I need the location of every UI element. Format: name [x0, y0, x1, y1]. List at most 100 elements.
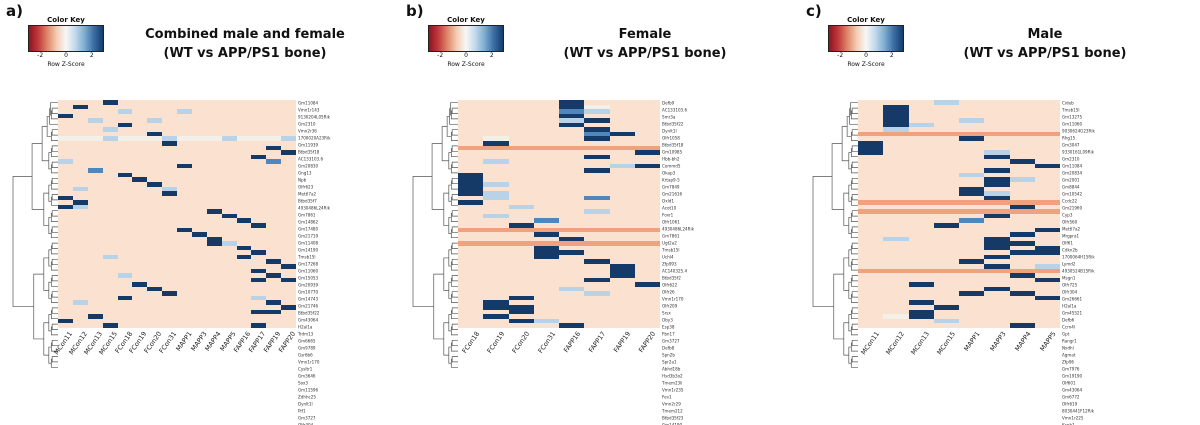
heatmap-cell: [58, 182, 73, 187]
heatmap-cell: [1009, 236, 1035, 242]
row-label: 4930524B15Rik: [1062, 269, 1095, 274]
heatmap-cell: [221, 213, 237, 219]
heatmap-cell: [858, 136, 884, 141]
heatmap-cell: [162, 168, 177, 173]
heatmap-cell: [251, 227, 267, 233]
heatmap-cell: [206, 177, 222, 182]
heatmap-cell: [206, 131, 222, 137]
heatmap-cell: [959, 291, 985, 296]
heatmap-cell: [251, 232, 267, 237]
heatmap-cell: [58, 204, 73, 210]
row-label: Uchl4: [662, 255, 674, 260]
heatmap-cell: [58, 186, 73, 192]
heatmap-cell: [162, 323, 177, 328]
heatmap-cell: [266, 200, 282, 205]
panel-letter: b): [406, 2, 424, 20]
heatmap-cell: [266, 273, 282, 278]
heatmap-cell: [132, 291, 148, 296]
heatmap-cell: [266, 254, 282, 260]
heatmap-cell: [162, 232, 177, 237]
heatmap-cell: [559, 318, 585, 324]
heatmap-cell: [147, 300, 163, 306]
column-labels: MCon11 MCon12 MCon13 MCon15 MAPP1 MAPP3 MAPP4 M…: [858, 328, 1060, 370]
heatmap-cell: [206, 300, 222, 306]
heatmap-cell: [58, 213, 73, 219]
row-label: Gm2310: [1062, 157, 1080, 162]
heatmap-cell: [483, 104, 509, 110]
heatmap-cell: [458, 286, 484, 292]
color-key-gradient: [28, 25, 104, 52]
heatmap-cell: [883, 100, 909, 105]
heatmap-cell: [533, 182, 559, 187]
heatmap-cell: [206, 113, 222, 119]
heatmap-cell: [266, 268, 282, 274]
heatmap-cell: [162, 113, 177, 119]
heatmap-cell: [483, 245, 509, 251]
heatmap-cell: [584, 131, 610, 137]
heatmap-cell: [72, 254, 88, 260]
heatmap-cell: [584, 182, 610, 187]
row-label: Defb6: [1062, 318, 1075, 323]
heatmap-cell: [102, 127, 118, 132]
heatmap-cell: [147, 245, 163, 251]
heatmap-cell: [933, 250, 959, 255]
heatmap-cell: [72, 291, 88, 296]
heatmap-cell: [87, 204, 103, 210]
heatmap-cell: [102, 232, 118, 237]
heatmap-cell: [236, 223, 252, 228]
heatmap-cell: [908, 254, 934, 260]
column-label: FCon20: [510, 329, 532, 355]
heatmap-cell: [281, 277, 296, 283]
heatmap-cell: [883, 191, 909, 196]
heatmap-cell: [634, 191, 660, 196]
heatmap-cell: [236, 150, 252, 155]
heatmap-cell: [858, 118, 884, 123]
heatmap-cell: [266, 113, 282, 119]
heatmap-cell: [858, 195, 884, 201]
heatmap-cell: [933, 254, 959, 260]
heatmap-cell: [236, 136, 252, 141]
heatmap-cell: [959, 295, 985, 301]
row-label: Gm3727: [298, 416, 316, 421]
heatmap-cell: [236, 204, 252, 210]
heatmap-cell: [1034, 232, 1060, 237]
heatmap-cell: [908, 154, 934, 160]
heatmap-cell: [177, 109, 192, 114]
row-label: Tmsb15l: [662, 248, 680, 253]
heatmap-cell: [177, 277, 192, 283]
heatmap-cell: [281, 295, 296, 301]
heatmap-cell: [1034, 223, 1060, 228]
heatmap-cell: [959, 118, 985, 123]
heatmap-cell: [132, 268, 148, 274]
column-label: MAPP5: [1038, 329, 1058, 353]
heatmap-cell: [933, 163, 959, 169]
heatmap-cell: [1009, 268, 1035, 274]
heatmap-cell: [634, 227, 660, 233]
heatmap-cell: [883, 241, 909, 246]
heatmap-cell: [221, 141, 237, 146]
heatmap-column: FCon18 FCon19 FCon20 FCon31 FAPP16 FAPP17 FAPP…: [458, 100, 660, 370]
heatmap-cell: [933, 109, 959, 114]
heatmap-cell: [609, 177, 635, 182]
heatmap-cell: [132, 232, 148, 237]
heatmap-cell: [266, 186, 282, 192]
heatmap-cell: [87, 318, 103, 324]
heatmap-cell: [72, 277, 88, 283]
heatmap-cell: [458, 291, 484, 296]
heatmap-cell: [1009, 277, 1035, 283]
heatmap-cell: [984, 109, 1010, 114]
heatmap-cell: [147, 204, 163, 210]
heatmap-cell: [132, 277, 148, 283]
heatmap-cell: [147, 154, 163, 160]
heatmap-cell: [959, 100, 985, 105]
heatmap-cell: [102, 182, 118, 187]
heatmap-cell: [933, 177, 959, 182]
heatmap-cell: [177, 122, 192, 128]
column-label: MCon11: [859, 329, 881, 357]
heatmap-cell: [533, 172, 559, 178]
heatmap-cell: [483, 150, 509, 155]
heatmap-cell: [147, 318, 163, 324]
heatmap-cell: [483, 113, 509, 119]
heatmap-cell: [147, 273, 163, 278]
heatmap-cell: [117, 182, 133, 187]
